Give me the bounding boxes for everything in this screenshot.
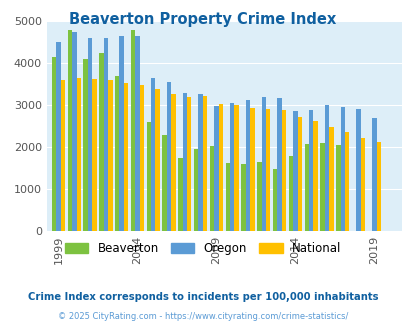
Bar (297, 117, 301, 231)
Bar (209, 146, 214, 231)
Bar (313, 121, 317, 231)
Bar (139, 85, 144, 231)
Bar (356, 109, 360, 231)
Bar (292, 111, 297, 231)
Bar (288, 155, 292, 231)
Bar (335, 145, 340, 231)
Bar (360, 138, 364, 231)
Bar (375, 142, 380, 231)
Bar (171, 93, 175, 231)
Bar (103, 38, 108, 231)
Bar (119, 36, 124, 231)
Bar (202, 96, 207, 231)
Bar (178, 158, 182, 231)
Bar (146, 122, 151, 231)
Bar (281, 110, 286, 231)
Text: Crime Index corresponds to incidents per 100,000 inhabitants: Crime Index corresponds to incidents per… (28, 292, 377, 302)
Bar (162, 135, 166, 231)
Bar (214, 106, 218, 231)
Bar (304, 144, 308, 231)
Bar (340, 107, 344, 231)
Bar (155, 89, 160, 231)
Bar (124, 83, 128, 231)
Legend: Beaverton, Oregon, National: Beaverton, Oregon, National (60, 237, 345, 260)
Bar (371, 118, 375, 231)
Bar (198, 93, 202, 231)
Bar (72, 32, 76, 231)
Bar (234, 105, 238, 231)
Bar (182, 93, 187, 231)
Bar (245, 100, 249, 231)
Bar (115, 76, 119, 231)
Bar (92, 79, 96, 231)
Bar (83, 59, 87, 231)
Bar (99, 53, 103, 231)
Bar (76, 78, 81, 231)
Bar (108, 80, 112, 231)
Bar (320, 143, 324, 231)
Bar (218, 104, 222, 231)
Bar (249, 108, 254, 231)
Bar (265, 110, 270, 231)
Bar (324, 105, 328, 231)
Bar (87, 38, 92, 231)
Text: © 2025 CityRating.com - https://www.cityrating.com/crime-statistics/: © 2025 CityRating.com - https://www.city… (58, 312, 347, 321)
Bar (261, 97, 265, 231)
Bar (344, 132, 348, 231)
Bar (241, 164, 245, 231)
Bar (308, 110, 313, 231)
Bar (225, 163, 229, 231)
Text: Beaverton Property Crime Index: Beaverton Property Crime Index (69, 12, 336, 26)
Bar (187, 97, 191, 231)
Bar (130, 30, 135, 231)
Bar (56, 42, 61, 231)
Bar (151, 78, 155, 231)
Bar (52, 57, 56, 231)
Bar (166, 82, 171, 231)
Bar (135, 36, 139, 231)
Bar (61, 80, 65, 231)
Bar (256, 162, 261, 231)
Bar (194, 149, 198, 231)
Bar (277, 98, 281, 231)
Bar (229, 103, 234, 231)
Bar (328, 127, 333, 231)
Bar (68, 30, 72, 231)
Bar (272, 169, 277, 231)
